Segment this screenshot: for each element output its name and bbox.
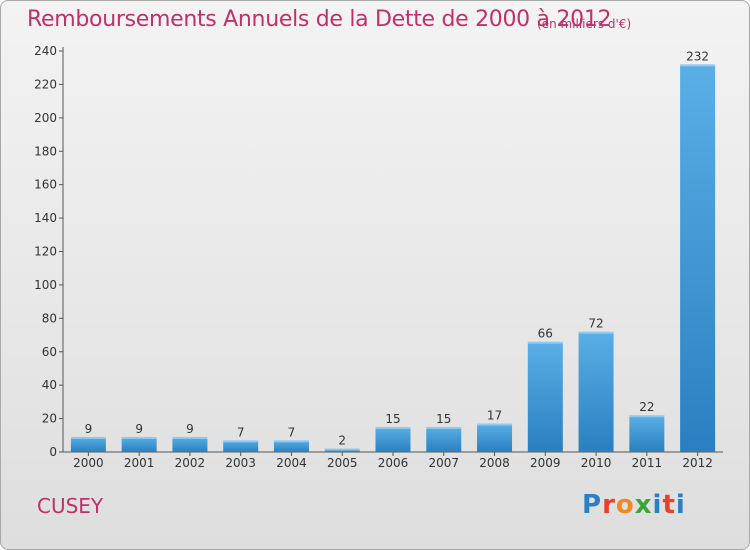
bar-2005 xyxy=(324,448,360,452)
bar-highlight xyxy=(172,436,208,439)
x-tick-label-2010: 2010 xyxy=(581,456,612,470)
x-tick-label-2005: 2005 xyxy=(327,456,358,470)
data-label-2001: 9 xyxy=(135,422,143,436)
x-tick-label-2008: 2008 xyxy=(479,456,510,470)
bars xyxy=(70,64,716,452)
bar-highlight xyxy=(273,440,309,443)
y-tick-label: 120 xyxy=(34,245,57,259)
logo-letter: i xyxy=(652,490,663,520)
bar-highlight xyxy=(680,64,716,67)
bar-highlight xyxy=(578,331,614,334)
data-label-2000: 9 xyxy=(85,422,93,436)
y-tick-label: 180 xyxy=(34,144,57,158)
data-label-2004: 7 xyxy=(288,425,296,439)
data-label-2011: 22 xyxy=(639,400,654,414)
y-tick-label: 60 xyxy=(42,345,57,359)
y-tick-label: 80 xyxy=(42,311,57,325)
x-tick-label-2002: 2002 xyxy=(175,456,206,470)
logo-letter: P xyxy=(582,490,603,520)
data-label-2007: 15 xyxy=(436,412,451,426)
bar-2010 xyxy=(578,331,614,452)
x-tick-label-2004: 2004 xyxy=(276,456,307,470)
chart-title: Remboursements Annuels de la Dette de 20… xyxy=(27,7,612,32)
data-label-2002: 9 xyxy=(186,422,194,436)
x-tick-label-2003: 2003 xyxy=(225,456,256,470)
x-tick-label-2007: 2007 xyxy=(428,456,459,470)
y-tick-label: 200 xyxy=(34,111,57,125)
data-label-2003: 7 xyxy=(237,425,245,439)
logo-letter: i xyxy=(675,490,686,520)
y-tick-label: 20 xyxy=(42,412,57,426)
data-label-2006: 15 xyxy=(385,412,400,426)
bar-2011 xyxy=(629,415,665,452)
bar-2007 xyxy=(426,426,462,452)
bar-2012 xyxy=(680,64,716,452)
y-tick-label: 160 xyxy=(34,178,57,192)
bar-2001 xyxy=(121,436,157,452)
y-tick-label: 240 xyxy=(34,44,57,58)
logo-letter: r xyxy=(602,490,616,520)
commune-name: CUSEY xyxy=(37,494,104,518)
y-tick-label: 100 xyxy=(34,278,57,292)
x-tick-label-2009: 2009 xyxy=(530,456,561,470)
bar-highlight xyxy=(629,415,665,418)
bar-2009 xyxy=(527,341,563,452)
data-label-2010: 72 xyxy=(588,317,603,331)
bar-highlight xyxy=(324,448,360,451)
bar-highlight xyxy=(375,426,411,429)
logo-letter: t xyxy=(662,490,676,520)
y-tick-label: 140 xyxy=(34,211,57,225)
x-tick-label-2001: 2001 xyxy=(124,456,155,470)
x-tick-label-2011: 2011 xyxy=(632,456,663,470)
data-label-2005: 2 xyxy=(338,434,346,448)
proxiti-logo: Proxiti xyxy=(582,490,686,520)
x-tick-label-2000: 2000 xyxy=(73,456,104,470)
logo-letter: x xyxy=(634,490,653,520)
y-tick-label: 0 xyxy=(49,445,57,459)
bar-2006 xyxy=(375,426,411,452)
bar-highlight xyxy=(527,341,563,344)
bar-highlight xyxy=(426,426,462,429)
data-label-2009: 66 xyxy=(538,327,553,341)
bar-2008 xyxy=(477,423,513,452)
bar-highlight xyxy=(223,440,259,443)
y-tick-label: 40 xyxy=(42,378,57,392)
data-label-2008: 17 xyxy=(487,409,502,423)
logo-letter: o xyxy=(615,490,635,520)
bar-2002 xyxy=(172,436,208,452)
chart-subtitle: (en milliers d'€) xyxy=(537,17,632,31)
bar-2000 xyxy=(70,436,106,452)
x-tick-label-2012: 2012 xyxy=(682,456,713,470)
bar-2003 xyxy=(223,440,259,452)
x-tick-label-2006: 2006 xyxy=(378,456,409,470)
bar-highlight xyxy=(70,436,106,439)
axes: 0 20 40 60 80 100 120 140 160 180 200 220 240 2000 200… xyxy=(34,44,723,470)
bar-highlight xyxy=(121,436,157,439)
y-tick-label: 220 xyxy=(34,77,57,91)
bar-highlight xyxy=(477,423,513,426)
bar-2004 xyxy=(273,440,309,452)
data-label-2012: 232 xyxy=(686,49,709,63)
